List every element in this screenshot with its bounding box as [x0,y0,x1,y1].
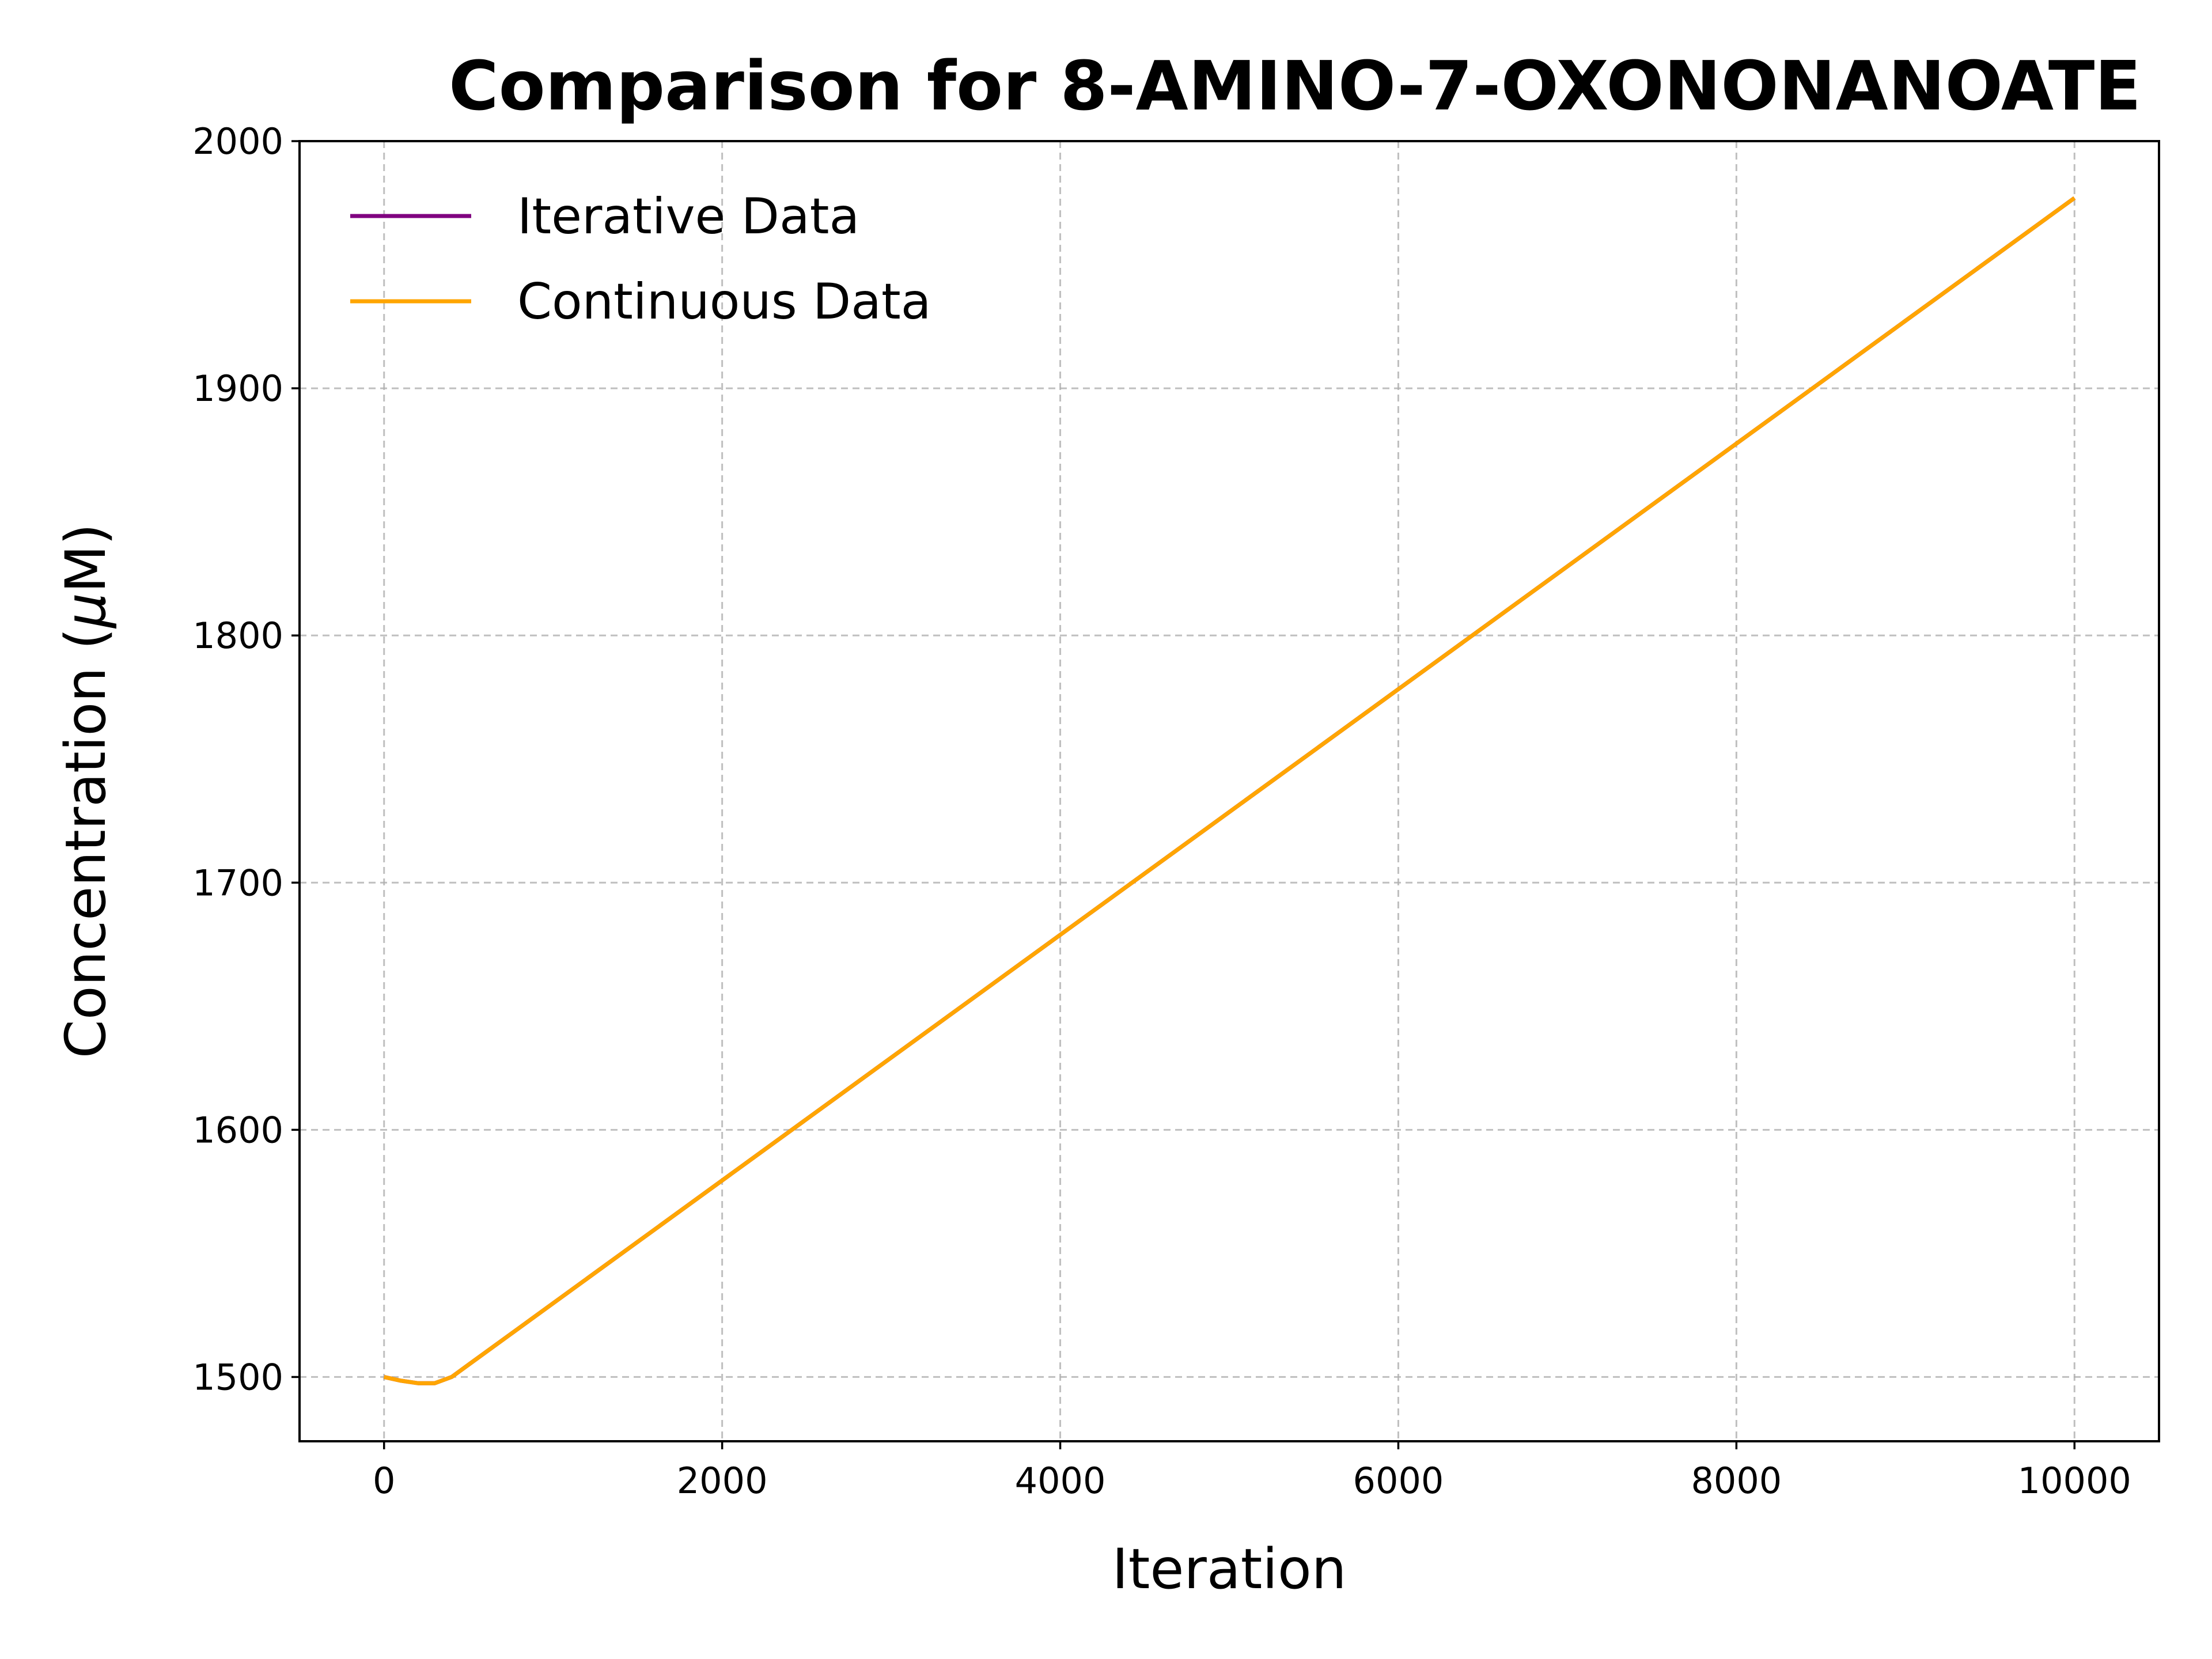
y-axis-label: Concentration (μM) [54,524,118,1058]
x-axis-ticks: 0 2000 4000 6000 8000 10000 [373,1441,2131,1502]
y-axis-label-suffix: M) [54,524,118,593]
y-axis-label-prefix: Concentration ( [54,628,118,1058]
chart-title: Comparison for 8-AMINO-7-OXONONANOATE [449,46,2141,126]
series-lines [383,196,2076,1385]
x-tick-label: 6000 [1353,1460,1444,1502]
plot-area-frame [298,140,2160,1442]
legend-label: Iterative Data [517,188,859,245]
y-tick-label: 1900 [192,368,283,410]
y-tick-label: 2000 [192,120,283,162]
y-tick-label: 1700 [192,862,283,904]
legend-label: Continuous Data [517,273,931,331]
x-axis-label: Iteration [1112,1537,1346,1601]
y-axis-ticks: 1500 1600 1700 1800 1900 2000 [192,120,300,1398]
x-tick-label: 4000 [1015,1460,1106,1502]
y-axis-label-mu: μ [54,593,118,629]
x-tick-label: 0 [373,1460,395,1502]
series-line-continuous-data [383,196,2076,1385]
x-tick-label: 10000 [2018,1460,2131,1502]
y-tick-label: 1600 [192,1109,283,1151]
x-tick-label: 2000 [677,1460,768,1502]
y-tick-label: 1500 [192,1356,283,1398]
y-tick-label: 1800 [192,615,283,657]
legend: Iterative Data Continuous Data [350,188,931,331]
x-tick-label: 8000 [1691,1460,1782,1502]
